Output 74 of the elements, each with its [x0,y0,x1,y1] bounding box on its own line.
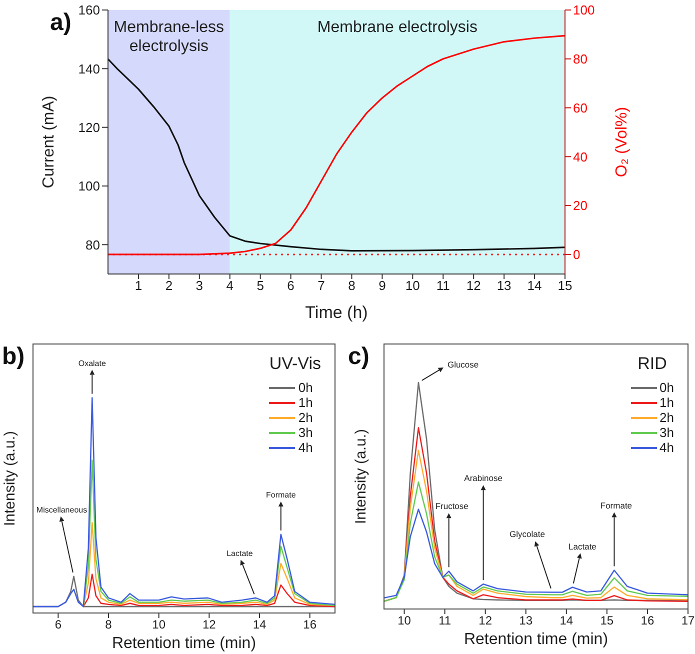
x-tick-label: 10 [405,278,420,294]
x-tick-label: 6 [54,618,62,632]
x-tick-label: 8 [348,278,356,294]
legend-title: RID [636,354,668,374]
y2-tick-label: 0 [573,247,580,262]
legend-label: 2h [298,410,313,425]
x-tick-label: 10 [398,614,412,628]
annotation: Lactate [226,548,254,558]
x-tick-label: 16 [303,618,317,632]
annotation: Glucose [447,360,479,370]
x-tick-label: 13 [496,278,512,294]
chart-title: a) [50,9,72,36]
band-label: Membrane-less electrolysis [114,19,224,56]
y2-axis-title: O₂ (Vol%) [614,106,631,178]
x-tick-label: 7 [318,278,325,294]
x-tick-label: 8 [105,618,112,632]
x-tick-label: 5 [256,278,264,294]
annotation: Fructose [435,501,469,512]
annotation: Glycolate [509,529,546,540]
legend-label: 1h [660,395,674,410]
x-axis-title: Retention time (min) [464,631,608,648]
y2-tick-label: 40 [573,149,588,164]
x-tick-label: 10 [152,618,166,632]
x-tick-label: 12 [202,618,216,632]
annotation: Lactate [568,541,597,552]
y2-tick-label: 80 [573,52,588,67]
x-tick-label: 2 [165,278,173,294]
x-tick-label: 12 [466,278,481,294]
x-tick-label: 13 [519,614,533,628]
chart-title: c) [348,343,370,370]
x-tick-label: 9 [378,278,386,294]
y-tick-label: 100 [78,178,100,194]
x-tick-label: 14 [527,278,542,294]
legend-label: 4h [298,440,313,455]
annotation: Formate [600,500,632,510]
y-axis-title: Intensity (a.u.) [352,428,370,524]
x-tick-label: 4 [226,278,234,294]
chart-title: b) [2,343,25,370]
x-axis-title: Retention time (min) [112,635,256,652]
legend-label: 1h [298,395,313,410]
legend-label: 3h [298,425,313,440]
y-tick-label: 140 [78,61,100,76]
y-tick-label: 120 [78,120,100,135]
x-tick-label: 15 [600,614,614,628]
annotation: Miscellaneous [36,505,88,514]
band-label: Membrane electrolysis [317,19,478,36]
x-tick-label: 12 [478,614,492,628]
x-tick-label: 14 [252,618,266,632]
y-tick-label: 160 [78,2,100,18]
y2-tick-label: 20 [573,198,588,214]
x-tick-label: 15 [558,278,572,294]
y2-tick-label: 60 [573,100,588,116]
x-tick-label: 14 [560,614,574,628]
y-axis-title: Current (mA) [40,96,58,188]
x-tick-label: 16 [640,614,654,628]
y-axis-title: Intensity (a.u.) [1,430,18,526]
x-tick-label: 11 [438,614,452,628]
legend-label: 3h [660,425,674,440]
y-tick-label: 80 [86,237,100,252]
annotation: Oxalate [78,358,106,368]
x-tick-label: 1 [134,278,142,294]
legend-title: UV-Vis [269,354,321,374]
annotation: Formate [266,490,296,500]
x-axis-title: Time (h) [305,303,368,322]
legend-label: 2h [660,410,674,425]
y2-tick-label: 100 [573,2,595,18]
legend-label: 0h [660,380,674,395]
legend-label: 4h [660,440,674,455]
x-tick-label: 17 [681,614,695,628]
x-tick-label: 11 [436,278,450,294]
x-tick-label: 3 [196,278,204,294]
legend-label: 0h [298,380,313,395]
x-tick-label: 6 [287,278,294,294]
annotation: Arabinose [464,473,503,484]
